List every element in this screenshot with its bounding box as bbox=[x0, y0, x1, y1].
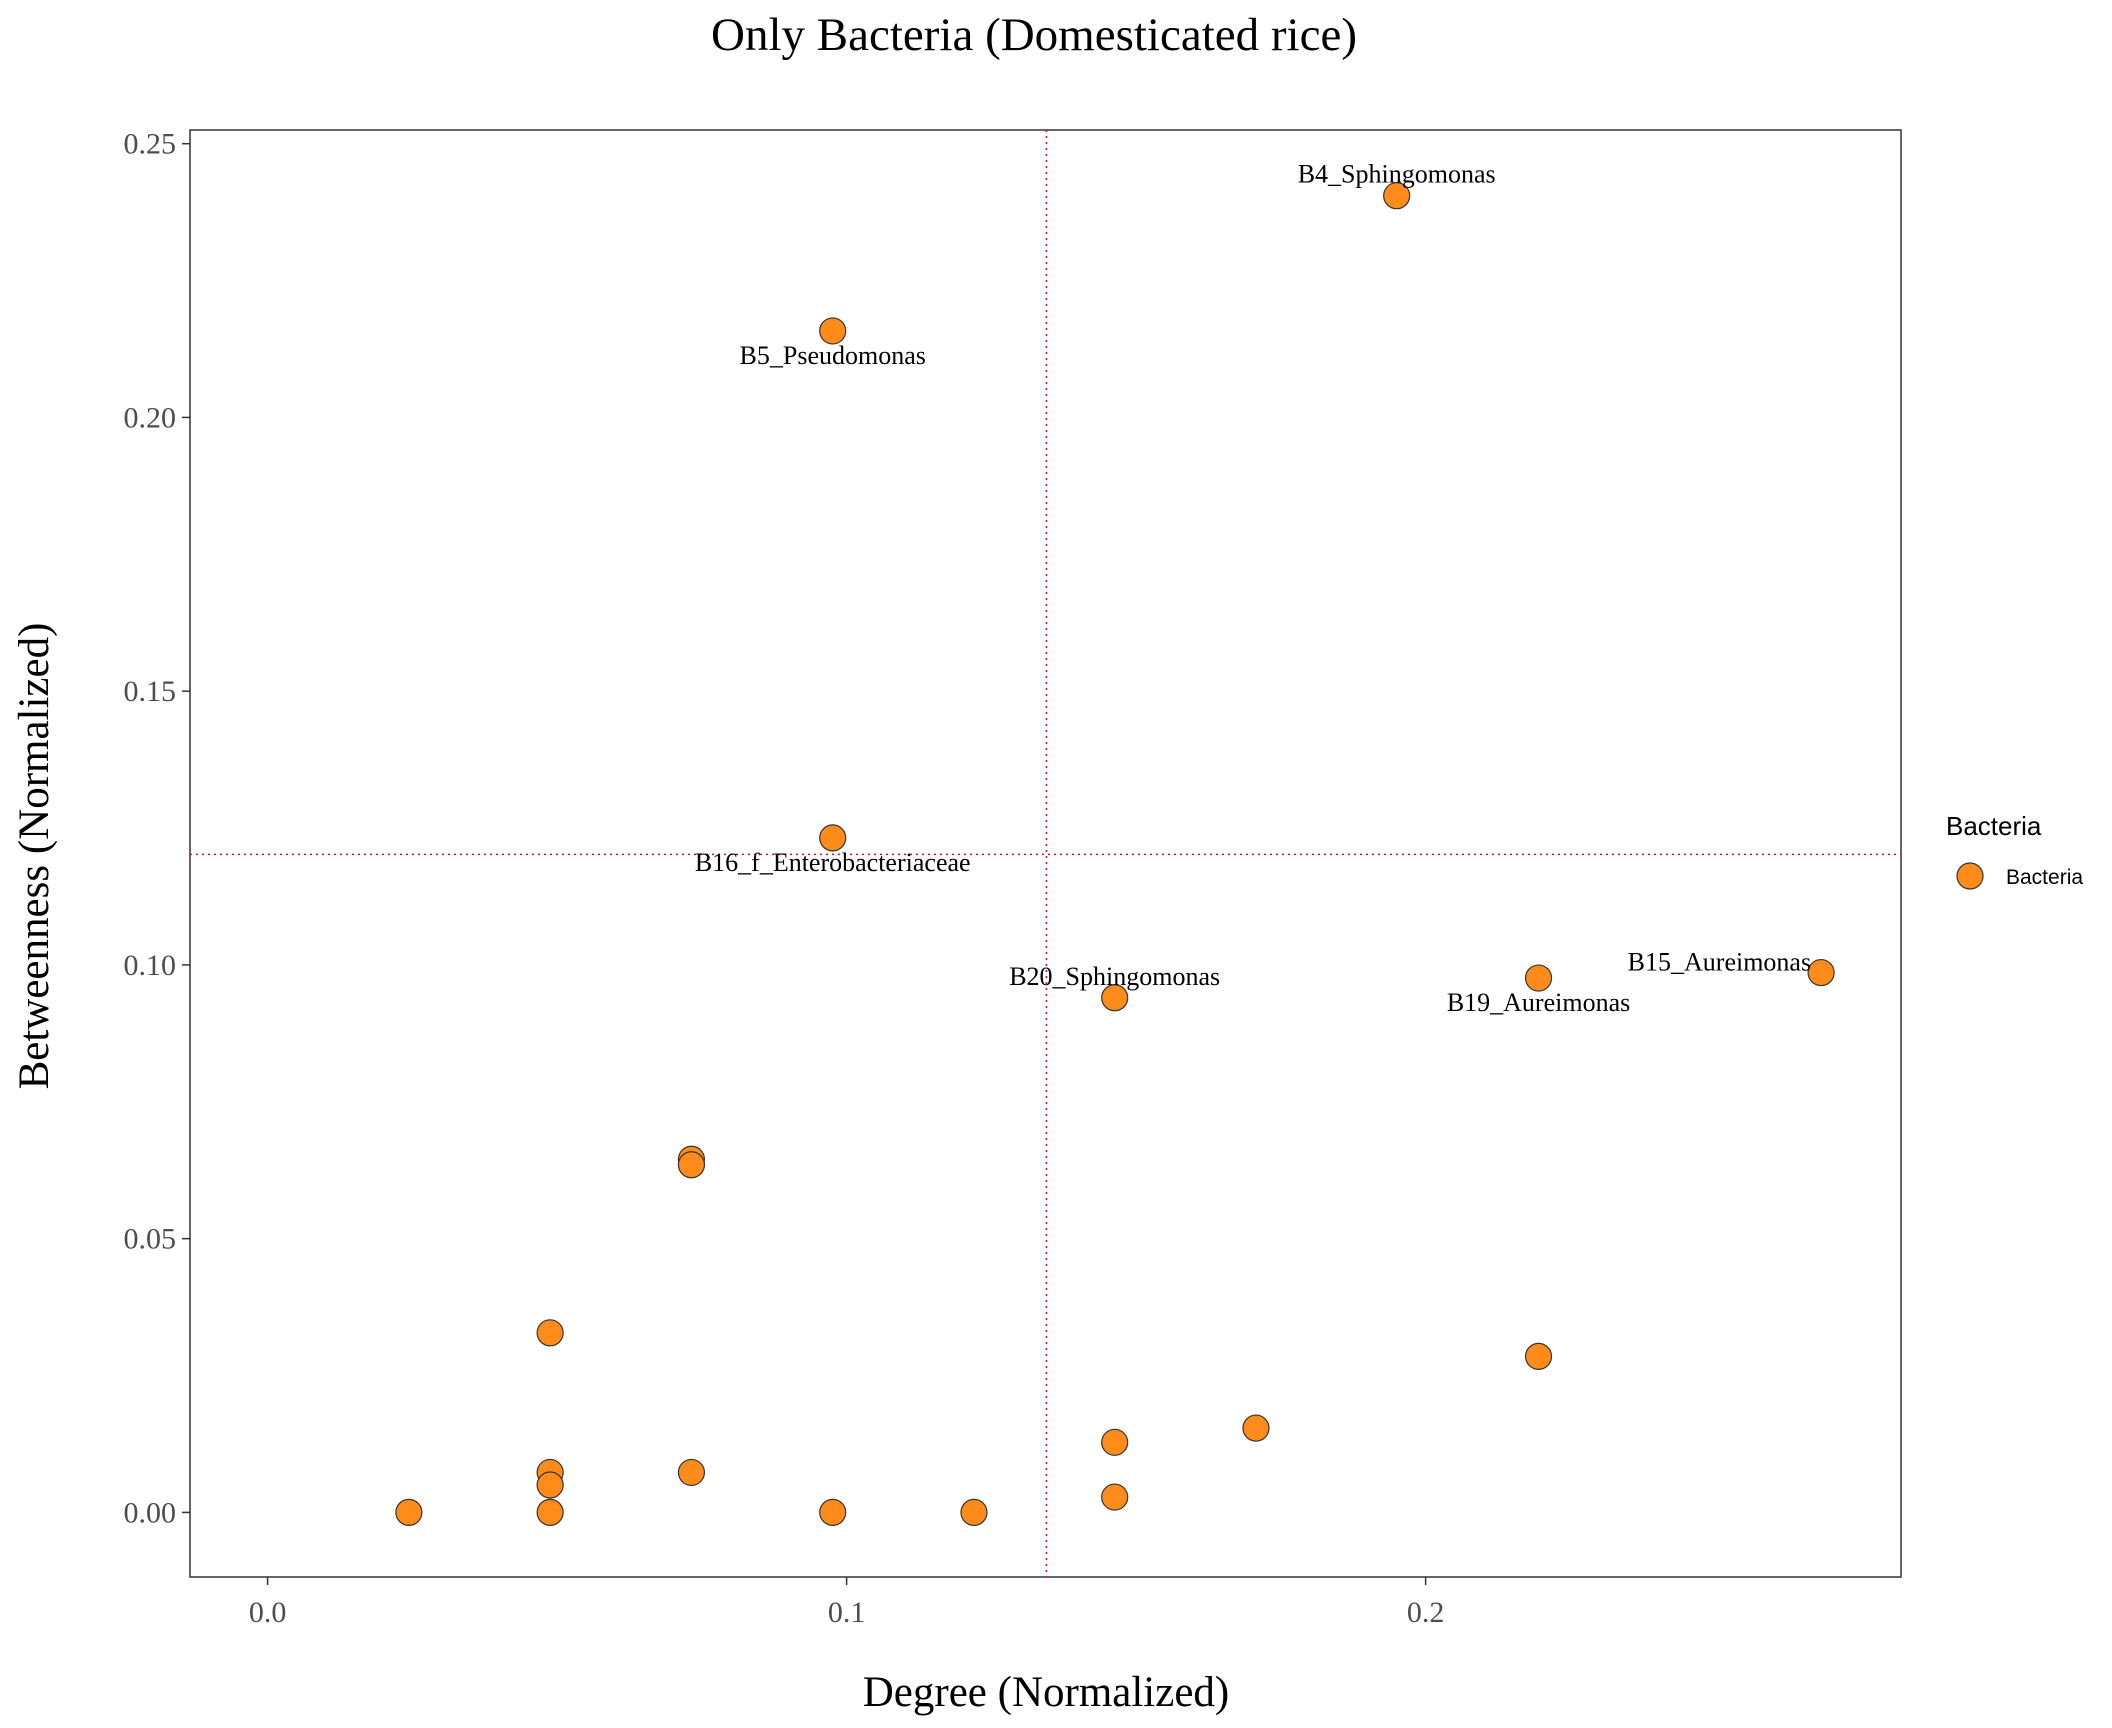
data-point bbox=[395, 1498, 423, 1526]
data-point bbox=[1524, 964, 1553, 992]
y-tick-label: 0.10 bbox=[124, 949, 177, 982]
data-point bbox=[1383, 182, 1411, 210]
data-point bbox=[536, 1319, 564, 1347]
data-point bbox=[536, 1471, 564, 1499]
data-point bbox=[1101, 1428, 1129, 1456]
point-label: B4_Sphingomonas bbox=[1298, 160, 1496, 189]
y-tick-label: 0.25 bbox=[124, 128, 177, 161]
plot-panel bbox=[189, 129, 1902, 1578]
y-tick-label: 0.05 bbox=[124, 1223, 177, 1256]
data-point bbox=[819, 317, 847, 345]
x-axis: 0.0 0.1 0.2 bbox=[249, 1577, 1445, 1629]
point-label: B20_Sphingomonas bbox=[1009, 962, 1220, 991]
data-point bbox=[1524, 1342, 1553, 1370]
y-tick-label: 0.15 bbox=[124, 675, 177, 708]
y-tick-label: 0.00 bbox=[124, 1496, 177, 1529]
data-point bbox=[1807, 958, 1835, 987]
data-point bbox=[819, 1498, 847, 1526]
x-tick-label: 0.2 bbox=[1407, 1596, 1445, 1629]
legend-key-bacteria bbox=[1956, 862, 1984, 890]
data-point bbox=[1242, 1414, 1270, 1442]
y-axis: 0.00 0.05 0.10 0.15 0.20 0.25 bbox=[124, 128, 190, 1529]
point-label: B16_f_Enterobacteriaceae bbox=[695, 848, 971, 877]
data-point bbox=[960, 1498, 988, 1526]
data-points bbox=[395, 182, 1835, 1526]
x-axis-title: Degree (Normalized) bbox=[863, 1669, 1230, 1716]
data-point bbox=[1101, 984, 1129, 1012]
data-point bbox=[536, 1498, 564, 1526]
data-point bbox=[677, 1151, 706, 1179]
x-tick-label: 0.0 bbox=[249, 1596, 287, 1629]
point-label: B5_Pseudomonas bbox=[740, 341, 926, 370]
legend: Bacteria Bacteria bbox=[1946, 811, 2083, 890]
legend-title: Bacteria bbox=[1946, 811, 2042, 841]
point-label: B19_Aureimonas bbox=[1447, 988, 1630, 1017]
chart-title: Only Bacteria (Domesticated rice) bbox=[711, 9, 1357, 61]
data-point bbox=[819, 824, 847, 852]
data-point bbox=[1101, 1483, 1129, 1511]
y-tick-label: 0.20 bbox=[124, 401, 177, 434]
reference-lines bbox=[190, 130, 1901, 1577]
legend-label-bacteria: Bacteria bbox=[2006, 866, 2083, 889]
x-tick-label: 0.1 bbox=[828, 1596, 866, 1629]
point-label: B15_Aureimonas bbox=[1628, 948, 1811, 977]
data-point bbox=[677, 1458, 706, 1487]
y-axis-title: Betweenness (Normalized) bbox=[11, 623, 58, 1090]
point-labels: B4_Sphingomonas B5_Pseudomonas B16_f_Enter… bbox=[695, 160, 1811, 1017]
